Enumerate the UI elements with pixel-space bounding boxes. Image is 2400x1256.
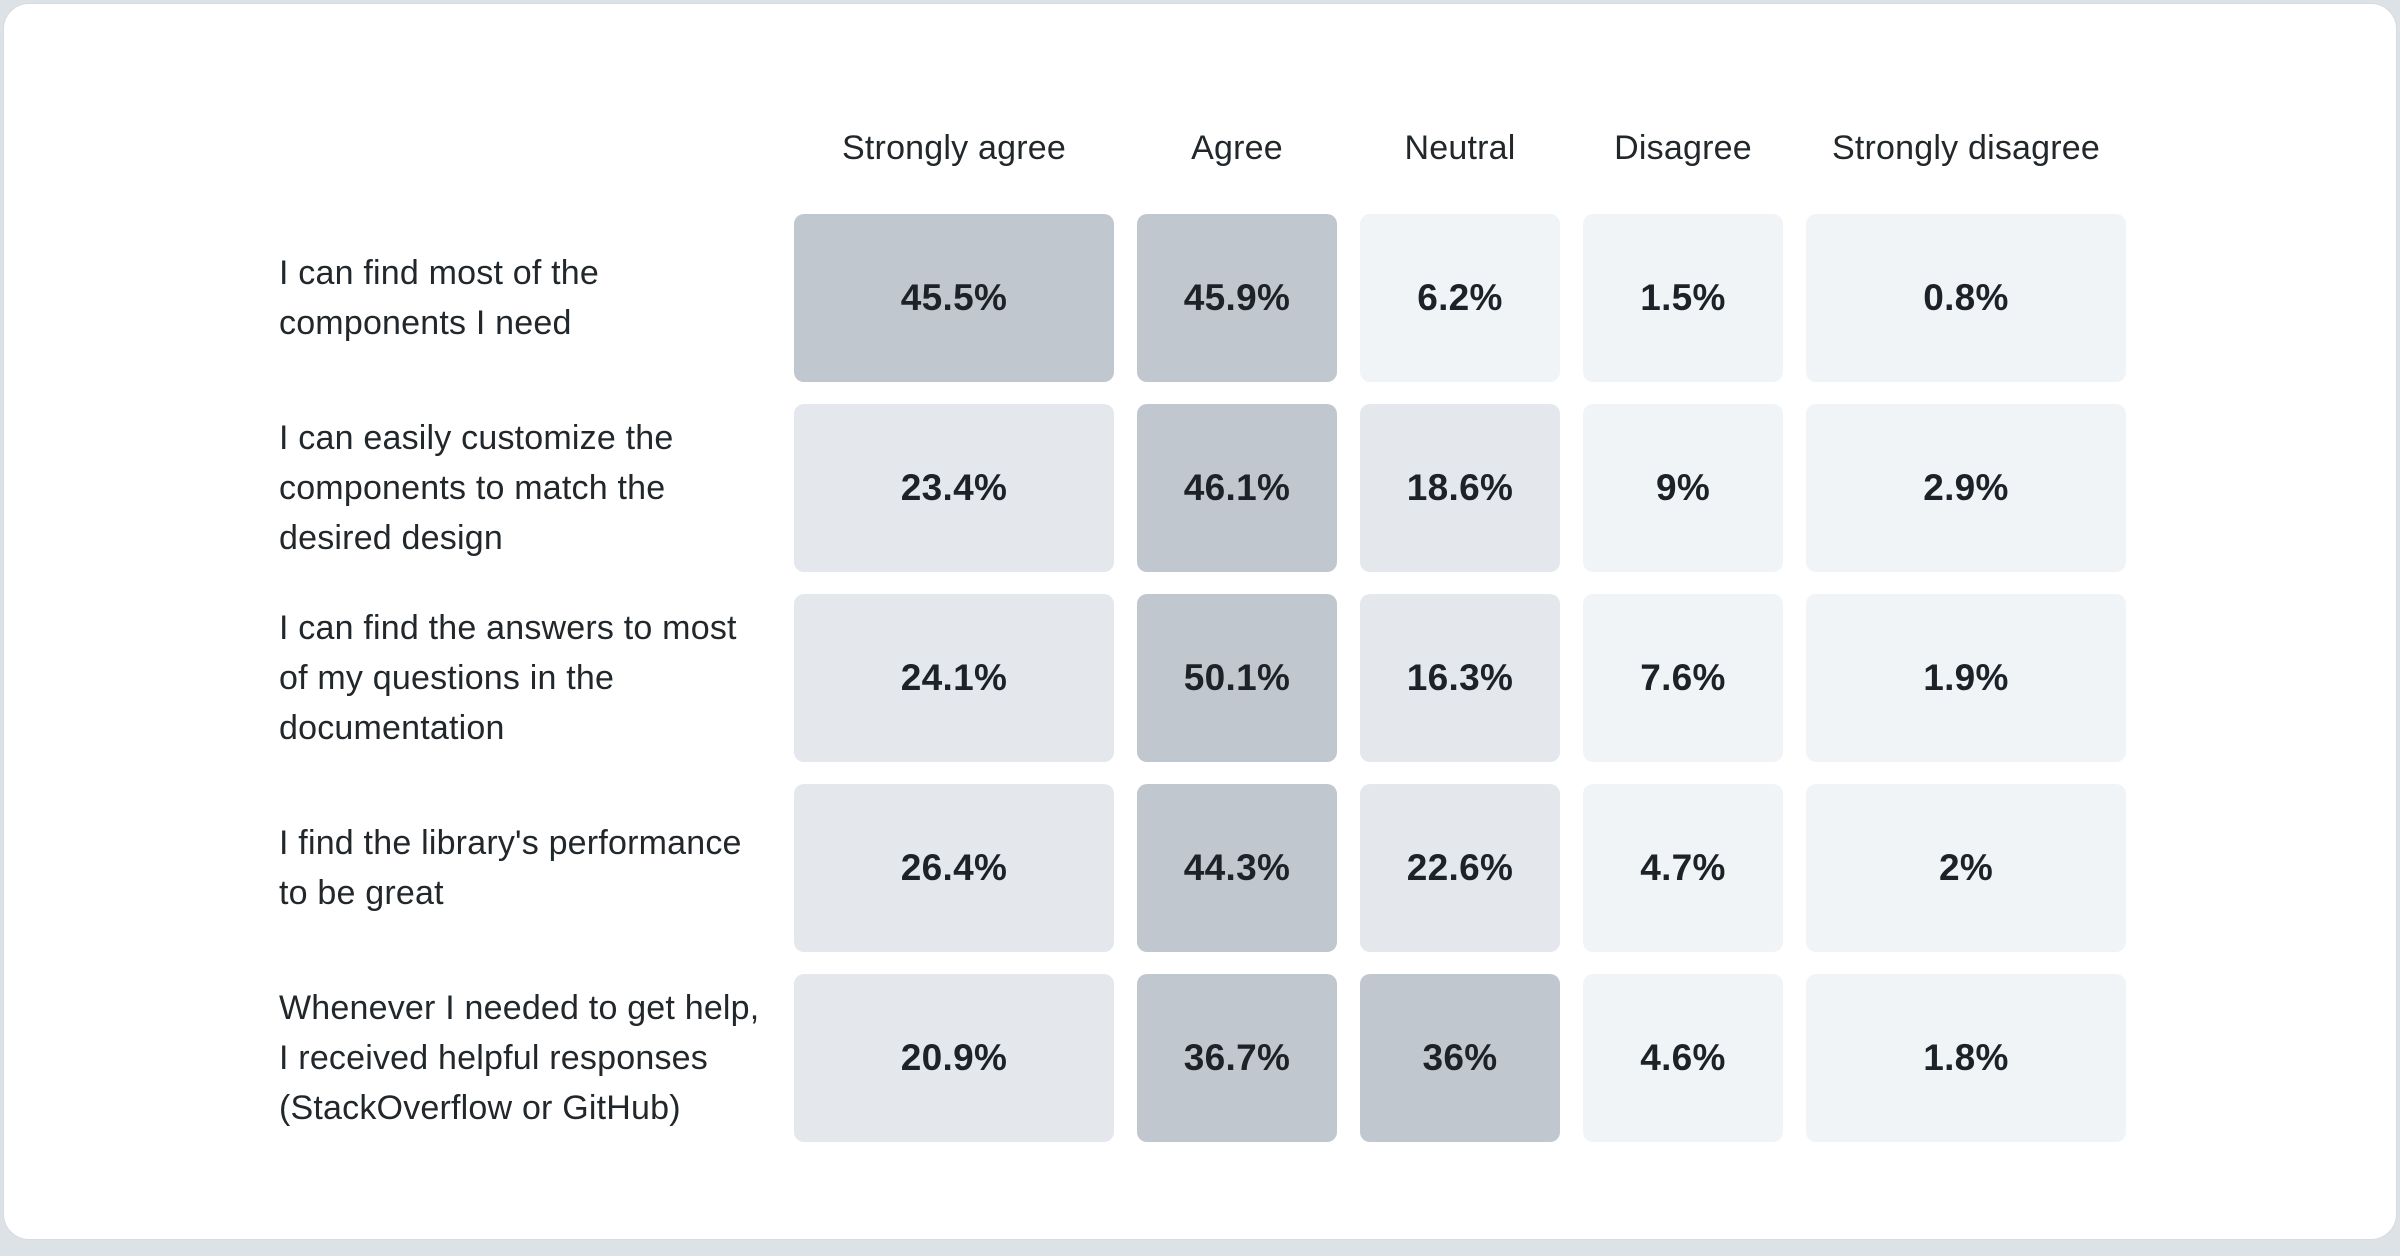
heatmap-cell: 1.5% [1583, 214, 1783, 382]
column-header: Strongly disagree [1832, 128, 2100, 167]
column-header: Disagree [1614, 128, 1752, 167]
row-label: Whenever I needed to get help, I receive… [279, 989, 760, 1127]
row-label: I find the library's performance to be g… [279, 824, 742, 912]
heatmap-cell: 36.7% [1137, 974, 1337, 1142]
row-label: I can find the answers to most of my que… [279, 609, 737, 747]
column-header: Agree [1191, 128, 1283, 167]
heatmap-cell: 44.3% [1137, 784, 1337, 952]
likert-heatmap: Strongly agree Agree Neutral Disagree Strong… [279, 104, 2126, 1142]
heatmap-cell: 2.9% [1806, 404, 2126, 572]
heatmap-cell: 6.2% [1360, 214, 1560, 382]
row-label: I can easily customize the components to… [279, 419, 674, 557]
heatmap-cell: 1.8% [1806, 974, 2126, 1142]
heatmap-cell: 45.9% [1137, 214, 1337, 382]
heatmap-cell: 46.1% [1137, 404, 1337, 572]
heatmap-cell: 7.6% [1583, 594, 1783, 762]
heatmap-cell: 0.8% [1806, 214, 2126, 382]
heatmap-cell: 2% [1806, 784, 2126, 952]
heatmap-cell: 20.9% [794, 974, 1114, 1142]
heatmap-cell: 4.7% [1583, 784, 1783, 952]
column-header: Strongly agree [842, 128, 1066, 167]
heatmap-cell: 24.1% [794, 594, 1114, 762]
heatmap-cell: 45.5% [794, 214, 1114, 382]
heatmap-cell: 4.6% [1583, 974, 1783, 1142]
heatmap-cell: 16.3% [1360, 594, 1560, 762]
heatmap-cell: 23.4% [794, 404, 1114, 572]
column-header: Neutral [1404, 128, 1516, 167]
heatmap-cell: 26.4% [794, 784, 1114, 952]
heatmap-cell: 9% [1583, 404, 1783, 572]
heatmap-cell: 18.6% [1360, 404, 1560, 572]
heatmap-cell: 1.9% [1806, 594, 2126, 762]
survey-results-card: Strongly agree Agree Neutral Disagree Strong… [3, 3, 2397, 1240]
matrix-corner-spacer [279, 104, 771, 192]
heatmap-cell: 22.6% [1360, 784, 1560, 952]
heatmap-cell: 50.1% [1137, 594, 1337, 762]
row-label: I can find most of the components I need [279, 254, 600, 342]
heatmap-cell: 36% [1360, 974, 1560, 1142]
